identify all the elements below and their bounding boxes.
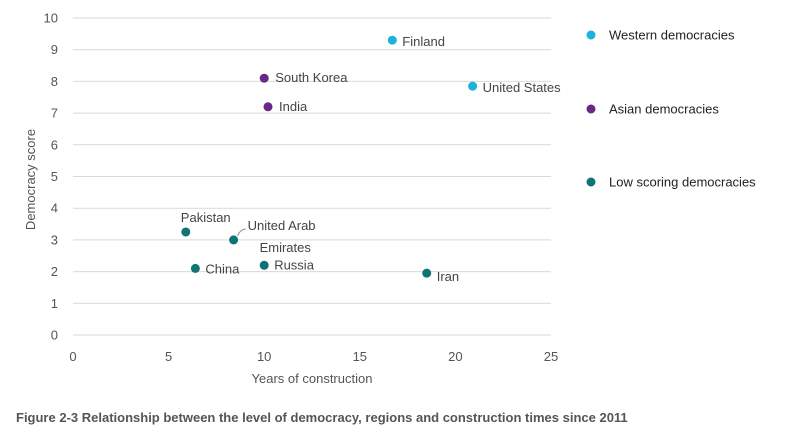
y-tick-label: 7: [51, 106, 58, 121]
x-tick-label: 10: [257, 349, 271, 364]
point-india: [263, 102, 273, 112]
y-axis-ticks: 0 1 2 3 4 5 6 7 8 9 10: [44, 11, 58, 343]
point-label-finland: Finland: [402, 34, 445, 49]
y-tick-label: 8: [51, 74, 58, 89]
y-tick-label: 2: [51, 264, 58, 279]
y-tick-label: 5: [51, 169, 58, 184]
y-axis-title: Democracy score: [23, 129, 38, 230]
point-label-china: China: [205, 261, 240, 276]
point-south-korea: [259, 73, 269, 83]
point-label-iran: Iran: [437, 269, 459, 284]
point-label-pakistan: Pakistan: [181, 210, 231, 225]
point-label-south-korea: South Korea: [275, 70, 348, 85]
x-axis-ticks: 0 5 10 15 20 25: [69, 349, 558, 364]
x-tick-label: 25: [544, 349, 558, 364]
y-tick-label: 9: [51, 42, 58, 57]
x-tick-label: 5: [165, 349, 172, 364]
point-label-united-states: United States: [483, 80, 562, 95]
point-label-russia: Russia: [274, 257, 315, 272]
x-axis-title: Years of construction: [252, 371, 373, 386]
gridlines: [73, 17, 551, 336]
leader-line: [237, 228, 246, 237]
legend-marker-asian-democracies: [586, 104, 596, 114]
legend-label-asian-democracies: Asian democracies: [609, 102, 719, 117]
point-iran: [422, 268, 432, 278]
legend-marker-western-democracies: [586, 30, 596, 40]
y-tick-label: 1: [51, 296, 58, 311]
y-tick-label: 6: [51, 137, 58, 152]
point-label-india: India: [279, 99, 308, 114]
legend-label-low-scoring-democracies: Low scoring democracies: [609, 175, 756, 190]
legend-label-western-democracies: Western democracies: [609, 28, 735, 43]
y-tick-label: 3: [51, 232, 58, 247]
x-tick-label: 0: [69, 349, 76, 364]
figure-caption: Figure 2-3 Relationship between the leve…: [16, 410, 628, 425]
point-label-united-arab-emirates: Emirates: [260, 240, 312, 255]
legend-marker-low-scoring-democracies: [586, 177, 596, 187]
point-pakistan: [181, 227, 191, 237]
y-tick-label: 4: [51, 201, 58, 216]
point-united-states: [468, 81, 478, 91]
x-tick-label: 15: [353, 349, 367, 364]
point-label-united-arab-emirates: United Arab: [248, 218, 316, 233]
legend: Western democracies Asian democracies Low …: [586, 28, 756, 190]
y-tick-label: 0: [51, 328, 58, 343]
data-points: Finland United States South Korea India Paki…: [181, 34, 561, 284]
x-tick-label: 20: [448, 349, 462, 364]
point-united-arab-emirates: [229, 235, 239, 245]
point-china: [190, 263, 200, 273]
point-russia: [259, 260, 269, 270]
y-tick-label: 10: [44, 11, 58, 26]
point-finland: [387, 35, 397, 45]
